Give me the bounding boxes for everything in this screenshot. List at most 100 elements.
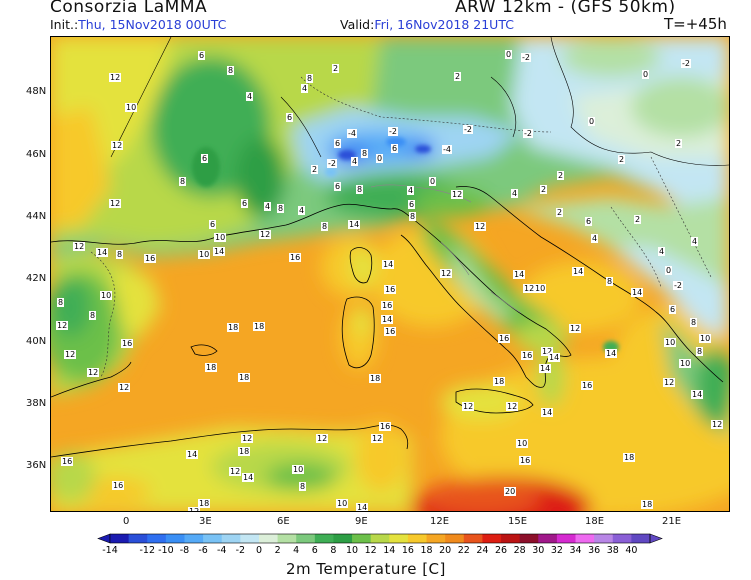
colorbar-tick-label: 8 <box>330 545 336 556</box>
colorbar-tick-label: 6 <box>312 545 318 556</box>
isotherm-value-label: 14 <box>541 408 554 417</box>
isotherm-value-label: 8 <box>57 298 65 307</box>
isotherm-value-label: 18 <box>238 447 251 456</box>
isotherm-value-label: 6 <box>209 220 217 229</box>
isotherm-value-label: 12 <box>241 434 254 443</box>
isotherm-value-label: 12 <box>111 141 124 150</box>
lon-label: 18E <box>585 516 605 527</box>
lon-label: 9E <box>355 516 368 527</box>
isotherm-value-label: 4 <box>351 157 359 166</box>
isotherm-value-label: 20 <box>504 487 517 496</box>
colorbar-tick-label: 28 <box>514 545 526 556</box>
isotherm-value-label: 10 <box>336 499 349 508</box>
isotherm-value-label: 16 <box>384 285 397 294</box>
isotherm-value-label: 8 <box>179 177 187 186</box>
isotherm-value-label: 10 <box>699 334 712 343</box>
isotherm-value-label: 6 <box>408 200 416 209</box>
colorbar-swatch <box>538 534 558 543</box>
lat-label: 42N <box>26 273 47 284</box>
lon-label: 21E <box>662 516 682 527</box>
isotherm-value-label: 12 <box>56 321 69 330</box>
colorbar-swatch <box>184 534 204 543</box>
isotherm-value-label: 8 <box>299 482 307 491</box>
isotherm-value-label: 14 <box>213 247 226 256</box>
isotherm-value-label: 0 <box>588 117 596 126</box>
colorbar-tick-label: 36 <box>588 545 600 556</box>
lat-label: 48N <box>26 86 47 97</box>
isotherm-value-label: -2 <box>327 159 337 168</box>
colorbar-swatch <box>426 534 446 543</box>
valid-value: Fri, 16Nov2018 21UTC <box>374 17 514 32</box>
isotherm-value-label: 16 <box>144 254 157 263</box>
isotherm-value-label: 6 <box>198 51 206 60</box>
temperature-map: 6 8 12 10 4 6 12 6 8 12 6 4 8 6 10 14 12 12 14 8 16 10 16 4 8 6 8 1… <box>50 36 730 512</box>
colorbar-tick-label: 26 <box>495 545 507 556</box>
colorbar-tick-label: 0 <box>256 545 262 556</box>
colorbar-tick-label: 4 <box>293 545 299 556</box>
colorbar-swatch <box>240 534 260 543</box>
isotherm-value-label: 12 <box>188 507 201 511</box>
isotherm-value-label: 6 <box>334 139 342 148</box>
colorbar-swatch <box>631 534 651 543</box>
colorbar-swatch <box>519 534 539 543</box>
colorbar-swatch <box>147 534 167 543</box>
isotherm-value-label: 10 <box>516 439 529 448</box>
colorbar-tick-label: 34 <box>569 545 581 556</box>
colorbar-swatch <box>370 534 390 543</box>
lead-time: T=+45h <box>664 15 727 33</box>
colorbar-swatch <box>501 534 521 543</box>
isotherm-value-label: -2 <box>523 129 533 138</box>
isotherm-value-label: 10 <box>198 250 211 259</box>
isotherm-value-label: 14 <box>186 450 199 459</box>
isotherm-value-label: 2 <box>540 185 548 194</box>
isotherm-value-label: 12 <box>711 420 724 429</box>
isotherm-value-label: 8 <box>277 204 285 213</box>
isotherm-value-label: 12 <box>316 434 329 443</box>
isotherm-value-label: 6 <box>241 199 249 208</box>
colorbar-frame <box>109 533 651 544</box>
isotherm-value-label: 6 <box>669 305 677 314</box>
isotherm-value-label: 2 <box>332 64 340 73</box>
isotherm-value-label: 12 <box>109 199 122 208</box>
isotherm-value-label: 12 <box>569 324 582 333</box>
colorbar-swatch <box>389 534 409 543</box>
init-label: Init.: <box>50 17 79 32</box>
isotherm-value-label: 8 <box>321 222 329 231</box>
isotherm-value-label: 14 <box>513 270 526 279</box>
isotherm-value-label: -2 <box>681 59 691 68</box>
init-value: Thu, 15Nov2018 00UTC <box>78 17 227 32</box>
isotherm-value-label: 18 <box>238 373 251 382</box>
isotherm-value-label: 4 <box>264 202 272 211</box>
isotherm-value-label: 8 <box>690 318 698 327</box>
isotherm-value-label: 14 <box>605 349 618 358</box>
isotherm-value-label: 6 <box>286 113 294 122</box>
colorbar-title: 2m Temperature [C] <box>286 560 446 578</box>
isotherm-value-label: 0 <box>376 154 384 163</box>
lat-label: 44N <box>26 211 47 222</box>
isotherm-value-label: -2 <box>521 53 531 62</box>
isotherm-value-label: 12 <box>462 402 475 411</box>
colorbar-swatch <box>463 534 483 543</box>
colorbar-max-arrow <box>649 533 663 544</box>
isotherm-value-label: 16 <box>384 327 397 336</box>
isotherm-value-label: 2 <box>557 171 565 180</box>
isotherm-value-label: 10 <box>534 284 547 293</box>
lon-label: 0 <box>123 516 130 527</box>
colorbar-tick-label: -10 <box>158 545 174 556</box>
isotherm-value-label: 14 <box>381 315 394 324</box>
init-time: Init.:Thu, 15Nov2018 00UTC <box>50 17 226 32</box>
isotherm-value-label: 12 <box>109 73 122 82</box>
isotherm-value-label: 10 <box>100 291 113 300</box>
isotherm-value-label: 16 <box>381 301 394 310</box>
colorbar-swatch <box>128 534 148 543</box>
isotherm-value-label: 8 <box>361 149 369 158</box>
isotherm-value-label: 14 <box>631 288 644 297</box>
isotherm-value-label: 18 <box>623 453 636 462</box>
colorbar-swatch <box>482 534 502 543</box>
isotherm-value-label: 16 <box>112 481 125 490</box>
colorbar-swatch <box>445 534 465 543</box>
isotherm-value-label: 8 <box>356 185 364 194</box>
isotherm-value-label: 12 <box>474 222 487 231</box>
colorbar-tick-label: 24 <box>476 545 488 556</box>
isotherm-value-label: 18 <box>198 499 211 508</box>
